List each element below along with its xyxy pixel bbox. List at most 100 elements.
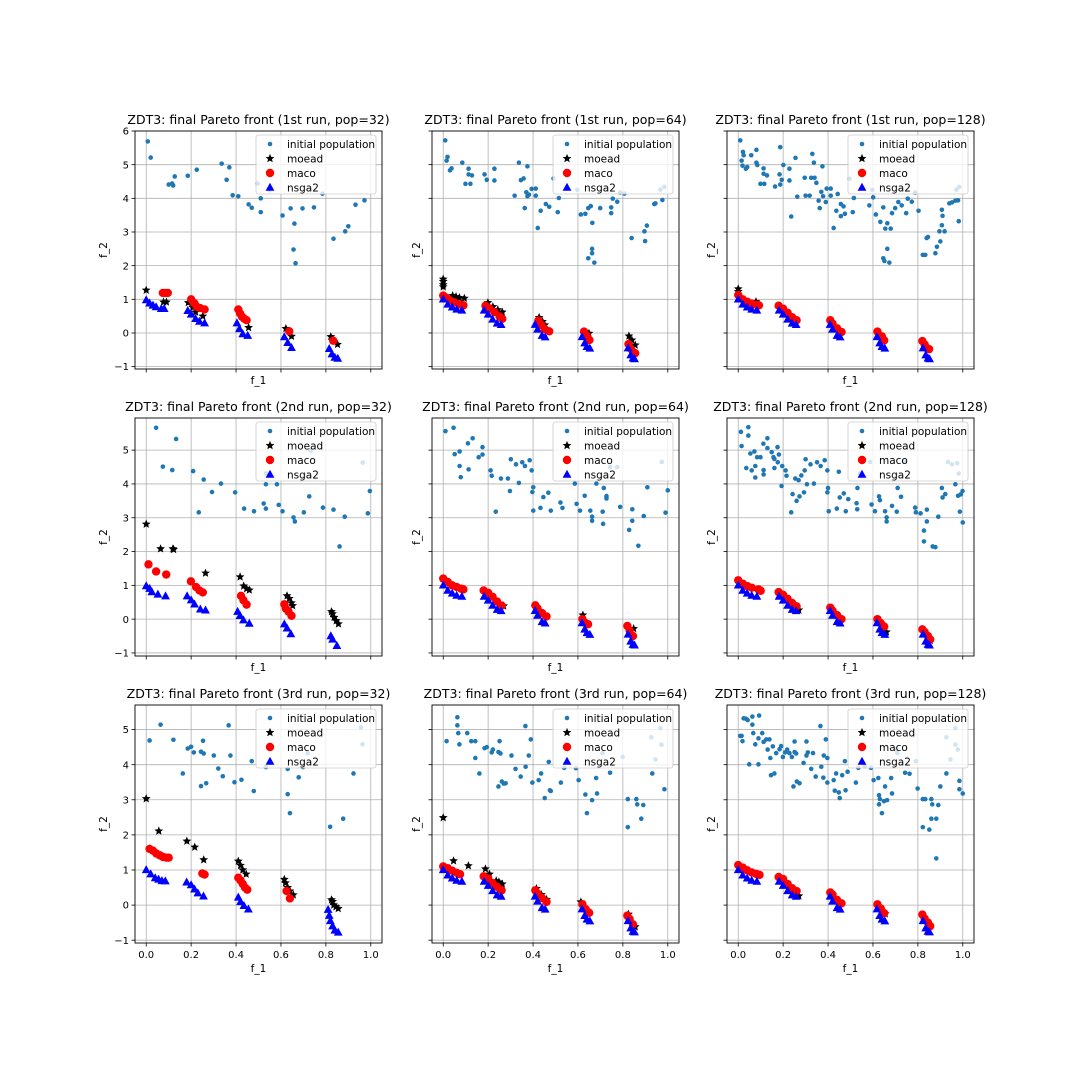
initial-population-point xyxy=(218,481,224,486)
initial-population-point xyxy=(533,193,539,198)
nsga2-point xyxy=(443,870,453,879)
initial-population-point xyxy=(837,495,843,500)
initial-population-point xyxy=(636,543,641,549)
initial-population-point xyxy=(444,738,449,744)
maco-point xyxy=(329,336,338,345)
legend-maco-marker xyxy=(265,455,275,465)
initial-population-point xyxy=(473,755,478,761)
legend-nsga2-label: nsga2 xyxy=(287,757,319,769)
moead-point xyxy=(241,869,251,878)
initial-population-point xyxy=(903,210,909,216)
series-moead xyxy=(141,794,343,913)
moead-point xyxy=(190,842,200,851)
initial-population-point xyxy=(216,766,221,771)
nsga2-point xyxy=(783,600,793,609)
initial-population-point xyxy=(803,456,808,462)
legend-maco-marker xyxy=(265,168,275,178)
initial-population-point xyxy=(940,213,945,219)
x-axis-label: f_1 xyxy=(843,963,859,975)
initial-population-point xyxy=(274,481,280,487)
initial-population-point xyxy=(291,515,296,520)
nsga2-point xyxy=(147,587,157,596)
axes-frame xyxy=(726,417,975,657)
initial-population-point xyxy=(445,154,450,160)
initial-population-point xyxy=(920,824,926,830)
maco-point xyxy=(163,288,172,298)
series-maco xyxy=(439,574,638,641)
initial-population-point xyxy=(843,788,848,793)
nsga2-point xyxy=(828,610,837,619)
initial-population-point xyxy=(746,433,751,438)
initial-population-point xyxy=(873,212,879,217)
initial-population-point xyxy=(924,519,930,524)
plot-area xyxy=(733,138,962,363)
initial-population-point xyxy=(740,163,745,168)
initial-population-point xyxy=(527,457,532,463)
nsga2-point xyxy=(747,304,757,313)
initial-population-point xyxy=(916,208,921,214)
nsga2-point xyxy=(496,320,506,329)
initial-population-point xyxy=(306,494,312,499)
x-tick-label: 0.6 xyxy=(865,950,881,961)
legend-moead-label: moead xyxy=(584,441,620,453)
initial-population-point xyxy=(526,753,532,758)
legend-initial-population-marker xyxy=(859,715,865,721)
initial-population-point xyxy=(801,490,807,495)
moead-point xyxy=(201,568,210,577)
initial-population-point xyxy=(342,229,348,234)
initial-population-point xyxy=(756,762,761,767)
nsga2-point xyxy=(333,353,343,362)
maco-point xyxy=(583,620,593,629)
initial-population-point xyxy=(758,181,763,187)
initial-population-point xyxy=(239,777,244,783)
maco-point xyxy=(497,601,506,610)
initial-population-point xyxy=(935,802,941,808)
initial-population-point xyxy=(761,467,766,473)
legend-nsga2-marker xyxy=(857,182,867,191)
moead-point xyxy=(141,285,151,294)
nsga2-point xyxy=(496,606,506,615)
initial-population-point xyxy=(464,730,470,736)
plot-area xyxy=(733,424,966,649)
initial-population-point xyxy=(546,204,552,210)
initial-population-point xyxy=(741,152,746,158)
x-axis-label: f_1 xyxy=(548,375,564,387)
initial-population-point xyxy=(902,770,908,776)
legend-maco-marker xyxy=(857,742,867,752)
initial-population-point xyxy=(924,507,930,512)
legend-maco-label: maco xyxy=(287,168,316,180)
nsga2-point xyxy=(925,354,934,363)
initial-population-point xyxy=(592,260,597,265)
initial-population-point xyxy=(203,780,209,786)
initial-population-point xyxy=(460,160,465,165)
nsga2-point xyxy=(880,916,890,925)
moead-point xyxy=(459,293,469,303)
initial-population-point xyxy=(845,496,851,502)
y-axis-label: f_2 xyxy=(411,242,423,258)
initial-population-point xyxy=(889,503,895,509)
initial-population-point xyxy=(772,771,777,776)
initial-population-point xyxy=(465,441,471,446)
moead-point xyxy=(156,544,165,553)
plot-area xyxy=(438,714,667,936)
legend-moead-marker xyxy=(857,153,867,163)
initial-population-point xyxy=(925,234,931,240)
initial-population-point xyxy=(201,477,207,482)
initial-population-point xyxy=(877,796,883,802)
initial-population-point xyxy=(444,158,449,163)
nsga2-point xyxy=(243,904,253,913)
nsga2-point xyxy=(452,590,462,599)
initial-population-point xyxy=(196,510,202,515)
initial-population-point xyxy=(939,222,945,228)
initial-population-point xyxy=(772,184,778,189)
nsga2-point xyxy=(286,629,296,638)
y-tick-label: 5 xyxy=(123,725,129,736)
initial-population-point xyxy=(777,172,782,177)
nsga2-point xyxy=(533,896,542,905)
initial-population-point xyxy=(300,206,305,211)
axes-frame xyxy=(431,417,680,657)
initial-population-point xyxy=(739,443,744,449)
legend: initial population moead maco nsga2 xyxy=(552,421,674,482)
initial-population-point xyxy=(842,211,848,217)
initial-population-point xyxy=(663,510,668,515)
